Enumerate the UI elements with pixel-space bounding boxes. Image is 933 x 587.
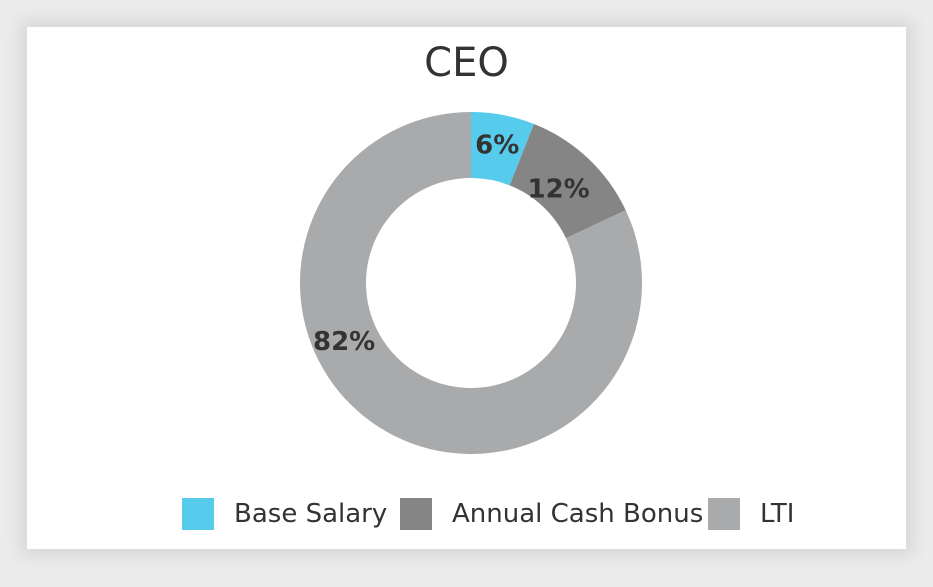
legend-item-lti: LTI — [708, 496, 794, 532]
chart-title: CEO — [424, 40, 509, 86]
slice-annual-cash-bonus — [509, 124, 626, 239]
legend-swatch-lti — [708, 498, 740, 530]
slice-label-annual-cash-bonus: 12% — [528, 175, 590, 205]
legend-label-lti: LTI — [760, 499, 795, 529]
legend-item-base-salary: Base Salary — [182, 496, 387, 532]
legend-swatch-base-salary — [182, 498, 214, 530]
donut-slices — [300, 112, 642, 455]
slice-lti — [300, 112, 642, 455]
slice-label-base-salary: 6% — [475, 130, 519, 160]
legend: Base Salary Annual Cash Bonus LTI — [0, 496, 933, 532]
slice-labels: 6% 12% 82% — [313, 130, 590, 357]
slice-label-lti: 82% — [313, 327, 375, 357]
legend-item-annual-cash-bonus: Annual Cash Bonus — [400, 496, 703, 532]
legend-swatch-annual-cash-bonus — [400, 498, 432, 530]
slice-base-salary — [471, 112, 534, 186]
legend-label-annual-cash-bonus: Annual Cash Bonus — [452, 499, 704, 529]
legend-label-base-salary: Base Salary — [234, 499, 388, 529]
